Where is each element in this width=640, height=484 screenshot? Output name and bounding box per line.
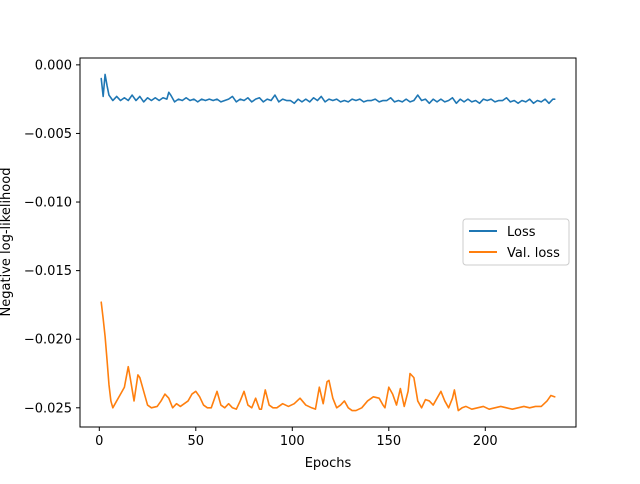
y-axis-label: Negative log-likelihood (0, 168, 14, 317)
plot-frame (79, 57, 577, 428)
legend-label-val-loss: Val. loss (507, 246, 560, 261)
x-tick-label: 50 (188, 434, 205, 449)
series-line-loss (100, 73, 556, 105)
x-tick-label: 0 (95, 434, 103, 449)
y-tick-label: −0.020 (24, 333, 72, 348)
x-axis-label: Epochs (305, 456, 352, 471)
series-layer (100, 73, 556, 412)
y-tick-label: −0.010 (24, 196, 72, 211)
y-tick-label: −0.005 (24, 127, 72, 142)
x-tick-label: 200 (473, 434, 498, 449)
x-tick-label: 150 (376, 434, 401, 449)
y-ticks: 0.000 −0.005 −0.010 −0.015 −0.020 −0.025 (24, 58, 80, 416)
x-tick-label: 100 (280, 434, 305, 449)
x-ticks: 0 50 100 150 200 (95, 427, 498, 449)
y-tick-label: 0.000 (35, 58, 72, 73)
y-tick-label: −0.025 (24, 401, 72, 416)
legend: Loss Val. loss (462, 218, 570, 266)
series-line-val-loss (100, 301, 556, 412)
y-tick-label: −0.015 (24, 264, 72, 279)
legend-label-loss: Loss (507, 225, 536, 240)
